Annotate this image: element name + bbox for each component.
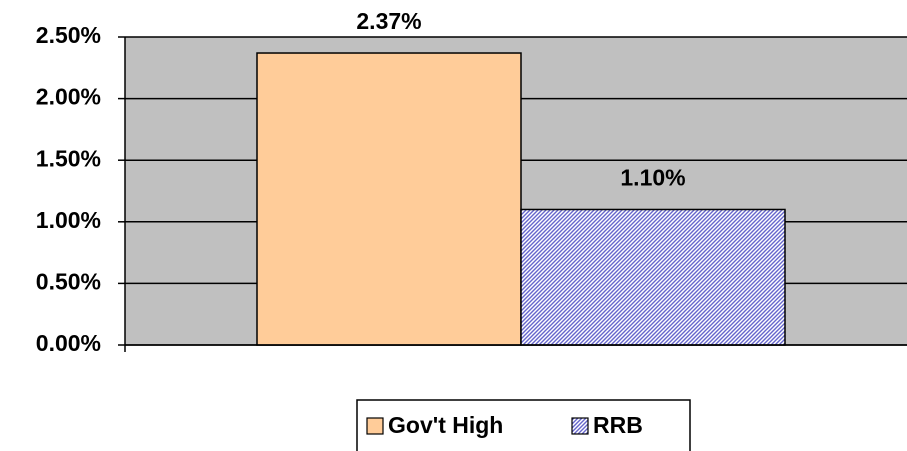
legend-swatch xyxy=(571,417,589,435)
legend-label: RRB xyxy=(593,412,643,438)
legend xyxy=(356,399,691,451)
legend-label: Gov't High xyxy=(388,412,503,438)
y-tick-label: 0.50% xyxy=(36,268,101,294)
y-tick-label: 1.00% xyxy=(36,207,101,233)
bar xyxy=(256,52,522,346)
value-label: 1.10% xyxy=(620,165,685,191)
value-label: 2.37% xyxy=(356,8,421,34)
y-tick-label: 2.50% xyxy=(36,22,101,48)
y-tick-label: 0.00% xyxy=(36,330,101,356)
legend-swatch xyxy=(366,417,384,435)
y-tick-label: 2.00% xyxy=(36,84,101,110)
bar xyxy=(520,208,786,346)
y-tick-label: 1.50% xyxy=(36,145,101,171)
